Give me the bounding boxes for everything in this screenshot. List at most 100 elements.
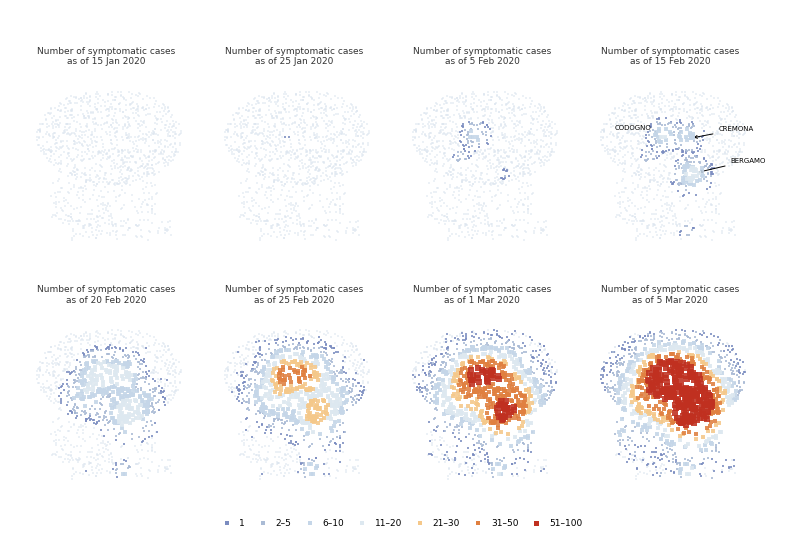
Point — [418, 384, 430, 392]
Point — [627, 407, 640, 416]
Point — [71, 146, 84, 154]
Point — [141, 410, 154, 418]
Point — [255, 419, 268, 428]
Point — [622, 100, 634, 109]
Point — [710, 205, 722, 214]
Point — [290, 188, 302, 196]
Point — [260, 377, 273, 385]
Point — [298, 128, 311, 137]
Point — [86, 448, 98, 457]
Point — [461, 215, 474, 223]
Point — [86, 357, 99, 365]
Point — [103, 111, 116, 120]
Point — [614, 397, 626, 405]
Point — [426, 115, 438, 124]
Point — [250, 388, 262, 396]
Point — [144, 228, 157, 236]
Point — [313, 338, 326, 346]
Point — [305, 395, 318, 403]
Point — [678, 330, 691, 338]
Point — [658, 400, 671, 409]
Point — [614, 192, 626, 201]
Point — [710, 195, 722, 204]
Point — [526, 114, 538, 122]
Point — [536, 117, 549, 125]
Point — [666, 454, 679, 463]
Point — [486, 228, 498, 236]
Point — [675, 402, 688, 411]
Point — [498, 215, 510, 223]
Point — [71, 99, 84, 107]
Point — [281, 388, 294, 396]
Point — [687, 338, 700, 347]
Point — [91, 333, 104, 341]
Point — [280, 212, 293, 221]
Point — [525, 124, 538, 133]
Point — [691, 391, 704, 400]
Point — [338, 368, 350, 377]
Point — [445, 139, 458, 148]
Point — [443, 379, 456, 388]
Point — [693, 414, 706, 423]
Point — [146, 457, 158, 466]
Point — [688, 405, 701, 414]
Point — [104, 390, 117, 398]
Point — [317, 203, 330, 211]
Point — [54, 106, 67, 115]
Point — [68, 375, 81, 384]
Point — [470, 399, 483, 408]
Point — [475, 128, 488, 137]
Point — [295, 425, 308, 434]
Point — [481, 162, 494, 171]
Point — [62, 383, 75, 391]
Point — [466, 217, 478, 226]
Point — [272, 221, 285, 229]
Point — [118, 178, 131, 187]
Point — [275, 132, 288, 141]
Point — [287, 407, 300, 416]
Point — [98, 175, 110, 184]
Point — [269, 121, 282, 130]
Point — [146, 395, 158, 403]
Point — [466, 376, 479, 385]
Point — [297, 362, 310, 371]
Point — [270, 364, 283, 372]
Point — [109, 96, 122, 105]
Point — [459, 334, 472, 343]
Point — [737, 358, 750, 367]
Point — [142, 201, 154, 209]
Point — [468, 346, 481, 354]
Point — [48, 112, 61, 120]
Point — [639, 148, 652, 157]
Point — [301, 418, 314, 427]
Point — [118, 159, 130, 167]
Point — [640, 369, 653, 378]
Point — [354, 394, 367, 403]
Point — [522, 202, 535, 211]
Point — [639, 386, 652, 395]
Point — [478, 145, 491, 154]
Point — [322, 414, 334, 422]
Point — [293, 162, 306, 171]
Point — [661, 143, 674, 152]
Point — [358, 369, 371, 377]
Point — [87, 371, 100, 379]
Point — [426, 122, 439, 131]
Point — [612, 399, 625, 408]
Point — [480, 373, 493, 382]
Point — [431, 345, 444, 354]
Point — [724, 359, 737, 368]
Point — [142, 366, 155, 375]
Point — [118, 427, 131, 436]
Point — [78, 182, 91, 190]
Point — [671, 159, 684, 167]
Point — [648, 373, 661, 382]
Point — [103, 361, 116, 370]
Point — [169, 377, 182, 386]
Point — [132, 363, 145, 371]
Point — [626, 171, 638, 180]
Point — [126, 347, 139, 356]
Point — [705, 179, 718, 188]
Point — [641, 349, 654, 357]
Point — [658, 468, 671, 477]
